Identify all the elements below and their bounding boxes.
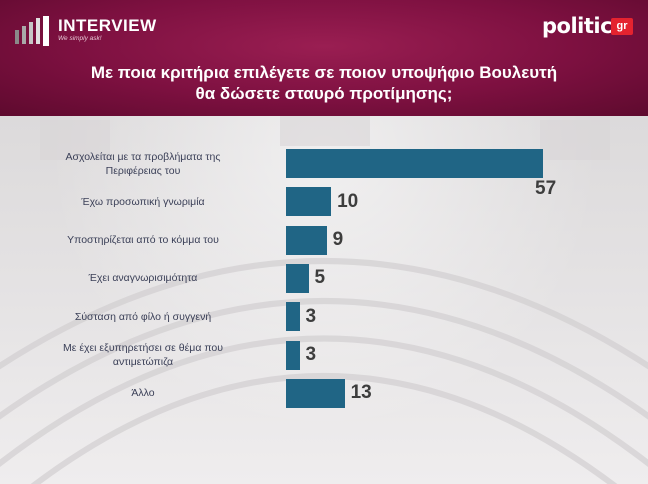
category-label-line: αντιμετώπιζα: [112, 356, 174, 368]
category-label-4: Έχει αναγνωρισιμότητα: [8, 271, 278, 285]
politic-logo-suffix: gr: [611, 18, 633, 35]
bar-7: [286, 378, 345, 408]
bar-3: [286, 225, 327, 255]
value-label-4: 5: [314, 267, 326, 289]
value-label-3: 9: [332, 229, 344, 251]
category-label-line: Έχει αναγνωρισιμότητα: [88, 272, 198, 285]
category-label-line: Σύσταση από φίλο ή συγγενή: [74, 310, 212, 323]
category-label-6: Με έχει εξυπηρετήσει σε θέμα που αντιμετώ…: [8, 341, 278, 369]
bar-4: [286, 263, 309, 293]
chart-title-line2: θα δώσετε σταυρό προτίμησης;: [195, 84, 453, 103]
interview-logo-text: INTERVIEW: [58, 16, 157, 35]
bar-6: [286, 340, 300, 370]
value-label-7: 13: [350, 382, 372, 404]
chart-title-line1: Με ποια κριτήρια επιλέγετε σε ποιον υποψ…: [90, 63, 558, 82]
bar-5: [286, 302, 300, 332]
category-label-line: Ασχολείται με τα προβλήματα της: [65, 150, 221, 163]
category-label-line: Άλλο: [131, 387, 155, 400]
interview-logo-tagline: We simply ask!: [58, 35, 102, 42]
category-label-5: Σύσταση από φίλο ή συγγενή: [8, 310, 278, 324]
bar-chart: Ασχολείται με τα προβλήματα της Περιφέρει…: [0, 116, 648, 484]
value-label-6: 3: [305, 344, 317, 365]
value-label-1: 57: [535, 178, 557, 199]
category-label-1: Ασχολείται με τα προβλήματα της Περιφέρει…: [8, 150, 278, 178]
category-label-7: Άλλο: [8, 386, 278, 400]
value-label-2: 10: [337, 190, 359, 212]
interview-bars-icon: [15, 16, 49, 46]
bar-1: [286, 149, 543, 178]
politic-logo-text: politic: [542, 14, 613, 38]
chart-title: Με ποια κριτήρια επιλέγετε σε ποιον υποψ…: [0, 62, 648, 104]
category-label-line: Περιφέρειας του: [105, 164, 181, 177]
bar-2: [286, 187, 332, 217]
category-label-line: Υποστηρίζεται από το κόμμα του: [67, 234, 219, 247]
category-label-line: Με έχει εξυπηρετήσει σε θέμα που: [62, 342, 224, 354]
value-label-5: 3: [305, 305, 317, 327]
category-label-3: Υποστηρίζεται από το κόμμα του: [8, 233, 278, 247]
header-banner: INTERVIEW We simply ask! politic gr Με π…: [0, 0, 648, 116]
category-label-line: Έχω προσωπική γνωριμία: [81, 195, 205, 208]
category-label-2: Έχω προσωπική γνωριμία: [8, 195, 278, 209]
